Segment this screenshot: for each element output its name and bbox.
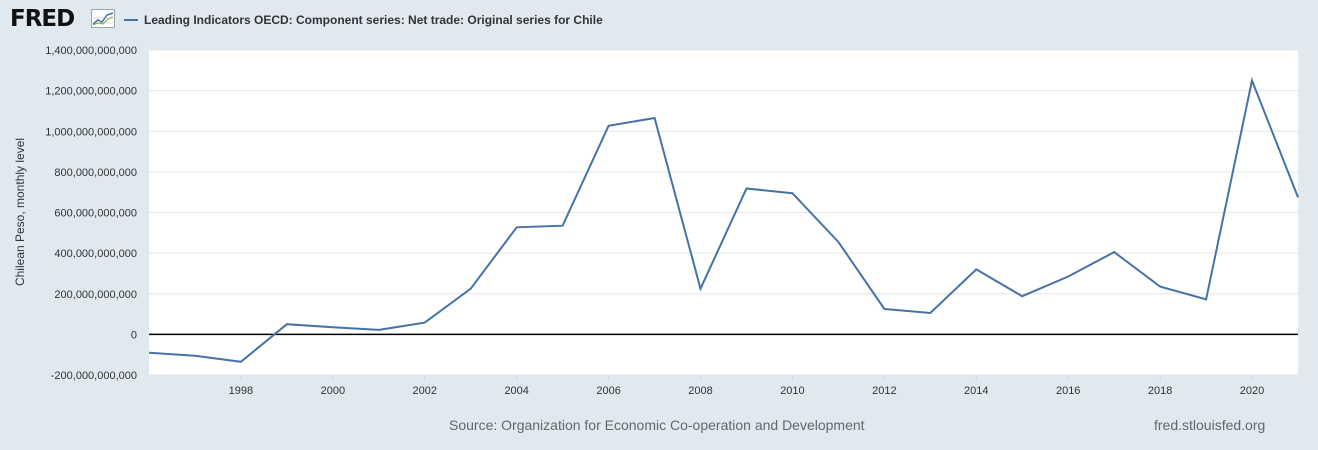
data-point[interactable] <box>143 347 155 359</box>
data-point[interactable] <box>1292 191 1304 203</box>
x-axis-tick-labels: 1998 2000 2002 2004 2006 2008 2010 2012 2014 2016… <box>229 375 1264 397</box>
y-tick-label: -200,000,000,000 <box>51 370 137 382</box>
data-point[interactable] <box>189 350 201 362</box>
chart-line-icon <box>91 9 115 28</box>
data-point[interactable] <box>832 236 844 248</box>
x-tick-label: 2010 <box>780 385 804 397</box>
x-tick-label: 2018 <box>1148 385 1172 397</box>
x-tick-label: 2006 <box>596 385 620 397</box>
chart: -200,000,000,000 0 200,000,000,000 400,000,… <box>13 45 1304 397</box>
data-point[interactable] <box>878 303 890 315</box>
series-line <box>148 77 1299 363</box>
x-tick-label: 2000 <box>321 385 345 397</box>
y-tick-label: 800,000,000,000 <box>54 167 137 179</box>
data-point[interactable] <box>511 221 523 233</box>
x-tick-label: 2008 <box>688 385 712 397</box>
x-tick-label: 2014 <box>964 385 988 397</box>
x-tick-label: 2002 <box>413 385 437 397</box>
data-point[interactable] <box>1016 290 1028 302</box>
data-point[interactable] <box>695 283 707 295</box>
fred-logo[interactable]: FRED <box>10 6 75 32</box>
data-point[interactable] <box>1246 74 1258 86</box>
y-tick-label: 1,200,000,000,000 <box>45 86 137 98</box>
data-point[interactable] <box>1200 293 1212 305</box>
y-axis-label: Chilean Peso, monthly level <box>13 138 27 286</box>
chart-legend: Leading Indicators OECD: Component serie… <box>124 12 603 28</box>
data-point[interactable] <box>419 317 431 329</box>
y-tick-label: 1,400,000,000,000 <box>45 45 137 57</box>
data-point[interactable] <box>603 120 615 132</box>
legend-swatch <box>124 19 138 21</box>
legend-label: Leading Indicators OECD: Component serie… <box>144 13 603 27</box>
data-point[interactable] <box>373 324 385 336</box>
y-tick-label: 0 <box>131 329 137 341</box>
data-point[interactable] <box>327 321 339 333</box>
data-point[interactable] <box>786 187 798 199</box>
y-axis-tick-labels: -200,000,000,000 0 200,000,000,000 400,000,… <box>45 45 137 382</box>
data-point[interactable] <box>1108 246 1120 258</box>
source-note: Source: Organization for Economic Co-ope… <box>449 417 865 433</box>
chart-header: FRED Leading Indicators OECD: Component … <box>0 0 1318 40</box>
data-point[interactable] <box>970 263 982 275</box>
y-tick-label: 600,000,000,000 <box>54 208 137 220</box>
x-tick-label: 2016 <box>1056 385 1080 397</box>
x-tick-label: 2004 <box>504 385 528 397</box>
data-point[interactable] <box>235 356 247 368</box>
y-tick-label: 200,000,000,000 <box>54 289 137 301</box>
data-point[interactable] <box>924 307 936 319</box>
x-tick-label: 1998 <box>229 385 253 397</box>
data-point[interactable] <box>1062 270 1074 282</box>
site-link[interactable]: fred.stlouisfed.org <box>1154 417 1266 433</box>
data-point[interactable] <box>465 283 477 295</box>
data-point[interactable] <box>1154 281 1166 293</box>
y-tick-label: 400,000,000,000 <box>54 248 137 260</box>
x-tick-label: 2020 <box>1240 385 1264 397</box>
y-tick-label: 1,000,000,000,000 <box>45 126 137 138</box>
data-point[interactable] <box>557 220 569 232</box>
grid-lines <box>149 49 1298 376</box>
data-point[interactable] <box>649 112 661 124</box>
data-point[interactable] <box>281 318 293 330</box>
x-tick-label: 2012 <box>872 385 896 397</box>
data-point[interactable] <box>740 183 752 195</box>
